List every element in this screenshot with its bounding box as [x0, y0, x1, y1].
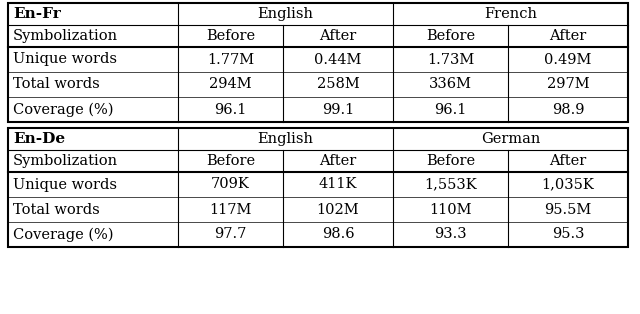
Text: 1.77M: 1.77M	[207, 52, 254, 67]
Text: 297M: 297M	[547, 78, 589, 91]
Text: 411K: 411K	[319, 177, 357, 192]
Text: 98.9: 98.9	[552, 102, 584, 116]
Text: 294M: 294M	[209, 78, 252, 91]
Text: 93.3: 93.3	[434, 228, 467, 241]
Text: 96.1: 96.1	[214, 102, 246, 116]
Text: English: English	[257, 132, 314, 146]
Text: Total words: Total words	[13, 78, 100, 91]
Text: Before: Before	[206, 29, 255, 43]
Text: English: English	[257, 7, 314, 21]
Text: Coverage (%): Coverage (%)	[13, 102, 113, 117]
Text: French: French	[484, 7, 537, 21]
Text: 97.7: 97.7	[214, 228, 246, 241]
Text: 0.49M: 0.49M	[544, 52, 592, 67]
Text: Unique words: Unique words	[13, 52, 117, 67]
Text: 258M: 258M	[317, 78, 360, 91]
Text: Coverage (%): Coverage (%)	[13, 227, 113, 242]
Text: Unique words: Unique words	[13, 177, 117, 192]
Text: 98.6: 98.6	[322, 228, 355, 241]
Text: 99.1: 99.1	[322, 102, 354, 116]
Text: Before: Before	[206, 154, 255, 168]
Text: German: German	[481, 132, 540, 146]
Text: 110M: 110M	[429, 203, 472, 216]
Text: 336M: 336M	[429, 78, 472, 91]
Text: 117M: 117M	[209, 203, 252, 216]
Text: Symbolization: Symbolization	[13, 29, 118, 43]
Text: 0.44M: 0.44M	[314, 52, 362, 67]
Bar	[8, 3, 628, 122]
Text: After: After	[319, 154, 356, 168]
Text: Before: Before	[426, 29, 475, 43]
Text: After: After	[319, 29, 356, 43]
Text: 1,553K: 1,553K	[424, 177, 477, 192]
Text: Total words: Total words	[13, 203, 100, 216]
Text: Before: Before	[426, 154, 475, 168]
Text: En-De: En-De	[13, 132, 65, 146]
Text: 1.73M: 1.73M	[427, 52, 474, 67]
Text: Symbolization: Symbolization	[13, 154, 118, 168]
Text: After: After	[549, 154, 587, 168]
Bar	[8, 128, 628, 247]
Text: 709K: 709K	[211, 177, 250, 192]
Text: 95.5M: 95.5M	[545, 203, 591, 216]
Text: After: After	[549, 29, 587, 43]
Text: 96.1: 96.1	[435, 102, 467, 116]
Text: 95.3: 95.3	[552, 228, 584, 241]
Text: 102M: 102M	[317, 203, 359, 216]
Text: 1,035K: 1,035K	[541, 177, 595, 192]
Text: En-Fr: En-Fr	[13, 7, 61, 21]
